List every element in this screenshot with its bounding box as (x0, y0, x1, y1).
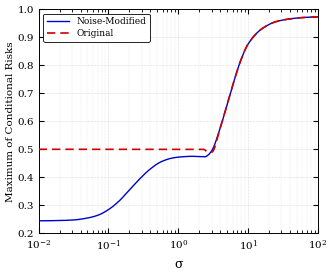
X-axis label: σ: σ (174, 258, 182, 271)
Original (85, 148, 89, 151)
Noise-Modified (69, 219, 73, 222)
Noise-Modified (280, 19, 284, 22)
Noise-Modified (316, 15, 320, 19)
Noise-Modified (85, 216, 89, 220)
Original (144, 148, 148, 151)
Line: Original: Original (39, 17, 318, 152)
Noise-Modified (37, 219, 41, 222)
Original (280, 19, 284, 22)
Line: Noise-Modified: Noise-Modified (39, 17, 318, 221)
Original (310, 16, 314, 19)
Original (206, 150, 210, 154)
Noise-Modified (156, 162, 160, 165)
Noise-Modified (144, 171, 148, 175)
Original (37, 148, 41, 151)
Original (156, 148, 160, 151)
Original (69, 148, 73, 151)
Noise-Modified (310, 16, 314, 19)
Legend: Noise-Modified, Original: Noise-Modified, Original (43, 14, 150, 42)
Y-axis label: Maximum of Conditional Risks: Maximum of Conditional Risks (6, 41, 15, 202)
Original (316, 15, 320, 19)
